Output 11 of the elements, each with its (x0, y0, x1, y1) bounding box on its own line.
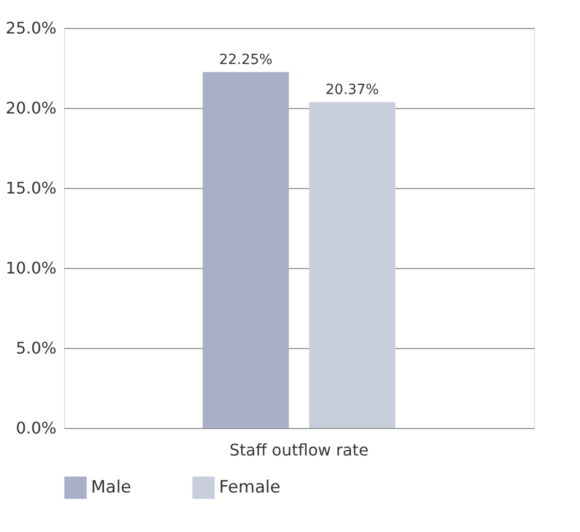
y-tick-label: 0.0% (16, 418, 56, 438)
y-tick-label: 20.0% (6, 98, 56, 118)
y-tick-label: 5.0% (16, 338, 56, 358)
legend-label: Female (219, 478, 280, 498)
x-tick-label: Staff outflow rate (229, 440, 369, 460)
y-tick-label: 15.0% (6, 178, 56, 198)
y-tick-label: 25.0% (6, 18, 56, 38)
y-tick-label: 10.0% (6, 258, 56, 278)
legend-label: Male (91, 478, 132, 498)
data-label: 20.37% (326, 82, 379, 98)
data-label: 22.25% (219, 52, 272, 68)
